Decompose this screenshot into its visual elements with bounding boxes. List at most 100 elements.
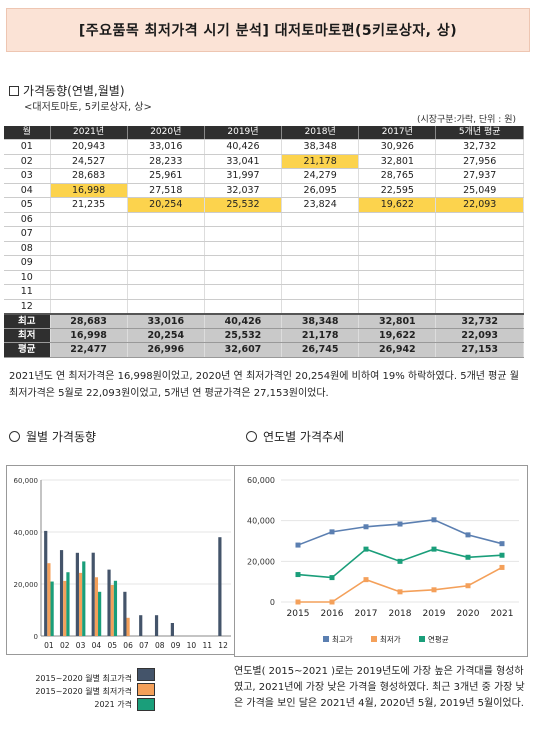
price-cell: [281, 212, 360, 227]
month-cell: 07: [4, 226, 51, 242]
bar: [110, 584, 114, 636]
price-cell: 21,178: [281, 154, 360, 169]
page-title: [주요품목 최저가격 시기 분석] 대저토마토편(5키로상자, 상): [78, 23, 458, 39]
data-point: [295, 599, 301, 605]
table-row: 05 21,235 20,254 25,532 23,824 19,622 22,093: [4, 197, 524, 213]
data-point: [295, 542, 301, 548]
price-cell: [358, 270, 437, 285]
monthly-chart-legend: 2015~2020 월별 최고가격 2015~2020 월별 최저가격 2021…: [10, 672, 160, 711]
legend-label: 연평균: [428, 634, 449, 644]
stat-row: 최고 28,683 33,016 40,426 38,348 32,801 32,732: [4, 312, 524, 329]
legend-2021-swatch: [137, 698, 155, 711]
month-cell: 10: [4, 270, 51, 285]
price-cell: [204, 241, 283, 256]
table-header-cell: 월: [4, 126, 51, 140]
data-point: [329, 529, 335, 535]
price-cell: 28,765: [358, 168, 437, 184]
price-cell: [50, 241, 128, 256]
data-point: [465, 554, 471, 560]
bar: [170, 623, 174, 636]
data-point: [431, 546, 437, 552]
x-tick-label: 08: [155, 641, 165, 650]
legend-min-label: 2015~2020 월별 최저가격: [35, 687, 132, 696]
x-tick-label: 2021: [491, 609, 514, 619]
unit-note: (시장구분:가락, 단위 : 원): [416, 115, 516, 125]
data-point: [295, 572, 301, 578]
bar: [47, 563, 51, 636]
table-row: 09: [4, 255, 524, 271]
data-point: [363, 524, 369, 530]
price-cell: [435, 226, 524, 242]
y-tick-label: 60,000: [14, 477, 39, 485]
monthly-chart-svg: 0 20,000 40,000 60,000 01 02 03 04 05 06 07 08 09 10 1…: [14, 477, 231, 650]
x-tick-label: 2018: [389, 609, 412, 619]
price-cell: 33,016: [127, 139, 205, 155]
price-cell: [204, 255, 283, 271]
table-header-cell: 2020년: [127, 126, 205, 140]
month-cell: 01: [4, 139, 51, 155]
bar: [98, 591, 102, 636]
bar: [66, 572, 70, 636]
price-table: 월 2021년 2020년 2019년 2018년 2017년 5개년 평균 01 20,94…: [4, 126, 524, 358]
legend-swatch: [371, 636, 377, 642]
price-cell: [358, 241, 437, 256]
y-tick-label: 20,000: [14, 581, 39, 589]
bar: [94, 577, 99, 636]
y-tick-label: 20,000: [247, 557, 275, 566]
x-tick-label: 2019: [423, 609, 446, 619]
x-tick-label: 2017: [355, 609, 378, 619]
stat-value-cell: 26,745: [281, 342, 360, 358]
price-cell: 23,824: [281, 197, 360, 213]
section-title-text: 가격동향(연별,월별): [23, 84, 125, 98]
price-cell: [435, 255, 524, 271]
stat-value-cell: 21,178: [281, 328, 360, 343]
month-cell: 11: [4, 284, 51, 300]
x-tick-label: 02: [60, 641, 70, 650]
price-cell: 22,093: [435, 197, 524, 213]
data-point: [397, 558, 403, 564]
section-title: 가격동향(연별,월별): [9, 82, 125, 99]
price-cell: 30,926: [358, 139, 437, 155]
price-cell: [50, 299, 128, 314]
stat-value-cell: 16,998: [50, 328, 128, 343]
price-cell: 21,235: [50, 197, 128, 213]
x-tick-label: 12: [218, 641, 228, 650]
price-cell: [435, 241, 524, 256]
x-tick-label: 07: [139, 641, 149, 650]
price-cell: 16,998: [50, 183, 128, 198]
price-cell: 20,254: [127, 197, 205, 213]
price-cell: [281, 270, 360, 285]
table-header-cell: 2018년: [281, 126, 360, 140]
x-tick-label: 2020: [457, 609, 480, 619]
price-cell: 32,801: [358, 154, 437, 169]
data-point: [363, 546, 369, 552]
price-cell: 32,732: [435, 139, 524, 155]
data-point: [465, 583, 471, 589]
legend-swatch: [323, 636, 329, 642]
legend-2021-label: 2021 가격: [94, 700, 132, 709]
price-cell: [435, 284, 524, 300]
stat-value-cell: 40,426: [204, 312, 283, 329]
price-cell: 26,095: [281, 183, 360, 198]
price-cell: [358, 284, 437, 300]
bar: [218, 537, 222, 636]
price-cell: 25,961: [127, 168, 205, 184]
price-cell: [50, 270, 128, 285]
table-header-cell: 2019년: [204, 126, 283, 140]
price-cell: [127, 212, 205, 227]
data-point: [431, 587, 437, 593]
stat-value-cell: 38,348: [281, 312, 360, 329]
price-cell: 20,943: [50, 139, 128, 155]
bar: [44, 530, 48, 636]
y-tick-label: 0: [270, 598, 275, 607]
price-cell: [50, 284, 128, 300]
stat-label-cell: 최저: [4, 328, 51, 343]
data-point: [397, 589, 403, 595]
bar: [78, 572, 83, 636]
month-cell: 06: [4, 212, 51, 227]
price-cell: [204, 284, 283, 300]
price-cell: [127, 270, 205, 285]
bar: [107, 569, 111, 636]
yearly-chart-svg: 0 20,000 40,000 60,000 2015 2016 2017 2018 2019 2…: [247, 476, 519, 644]
table-row: 08: [4, 241, 524, 256]
